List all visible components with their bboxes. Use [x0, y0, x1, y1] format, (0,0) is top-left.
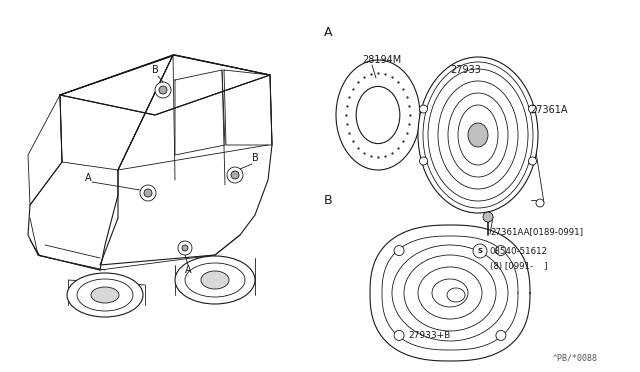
Circle shape	[159, 86, 167, 94]
Circle shape	[144, 189, 152, 197]
Ellipse shape	[67, 273, 143, 317]
Polygon shape	[28, 95, 62, 205]
Text: ^PB/*0088: ^PB/*0088	[552, 353, 598, 362]
Circle shape	[419, 157, 428, 165]
Text: 27361A: 27361A	[530, 105, 568, 115]
Circle shape	[496, 330, 506, 340]
Polygon shape	[100, 55, 272, 265]
Ellipse shape	[336, 60, 420, 170]
Ellipse shape	[423, 62, 533, 208]
Ellipse shape	[392, 245, 508, 341]
Text: 08540-51612: 08540-51612	[489, 247, 547, 256]
Ellipse shape	[468, 123, 488, 147]
Text: (8) [0991-    ]: (8) [0991- ]	[490, 262, 547, 270]
Circle shape	[182, 245, 188, 251]
Circle shape	[529, 105, 536, 113]
Text: 27361AA[0189-0991]: 27361AA[0189-0991]	[490, 228, 583, 237]
Ellipse shape	[91, 287, 119, 303]
Ellipse shape	[201, 271, 229, 289]
Ellipse shape	[185, 263, 245, 297]
Polygon shape	[370, 225, 530, 361]
Polygon shape	[60, 55, 270, 115]
Circle shape	[529, 157, 536, 165]
Text: 27933+B: 27933+B	[408, 330, 451, 340]
Ellipse shape	[438, 81, 518, 189]
Circle shape	[227, 167, 243, 183]
Circle shape	[394, 330, 404, 340]
Text: A: A	[324, 26, 332, 38]
Ellipse shape	[418, 57, 538, 213]
Text: A: A	[84, 173, 92, 183]
Text: B: B	[152, 65, 158, 75]
Polygon shape	[28, 55, 173, 270]
Circle shape	[140, 185, 156, 201]
Circle shape	[536, 199, 544, 207]
Text: S: S	[477, 248, 483, 254]
Ellipse shape	[404, 255, 496, 331]
Ellipse shape	[175, 256, 255, 304]
Ellipse shape	[77, 279, 133, 311]
Ellipse shape	[356, 86, 400, 144]
Ellipse shape	[448, 93, 508, 177]
Circle shape	[231, 171, 239, 179]
Text: A: A	[185, 265, 191, 275]
Ellipse shape	[432, 279, 468, 307]
Text: 27933: 27933	[450, 65, 481, 75]
Ellipse shape	[458, 105, 498, 165]
Circle shape	[178, 241, 192, 255]
Text: 28194M: 28194M	[362, 55, 401, 65]
Text: B: B	[324, 193, 332, 206]
Text: B: B	[252, 153, 259, 163]
Circle shape	[483, 212, 493, 222]
Circle shape	[473, 244, 487, 258]
Ellipse shape	[447, 288, 465, 302]
Ellipse shape	[418, 267, 482, 319]
Circle shape	[155, 82, 171, 98]
Circle shape	[496, 246, 506, 256]
Ellipse shape	[428, 69, 528, 201]
Circle shape	[394, 246, 404, 256]
Circle shape	[419, 105, 428, 113]
